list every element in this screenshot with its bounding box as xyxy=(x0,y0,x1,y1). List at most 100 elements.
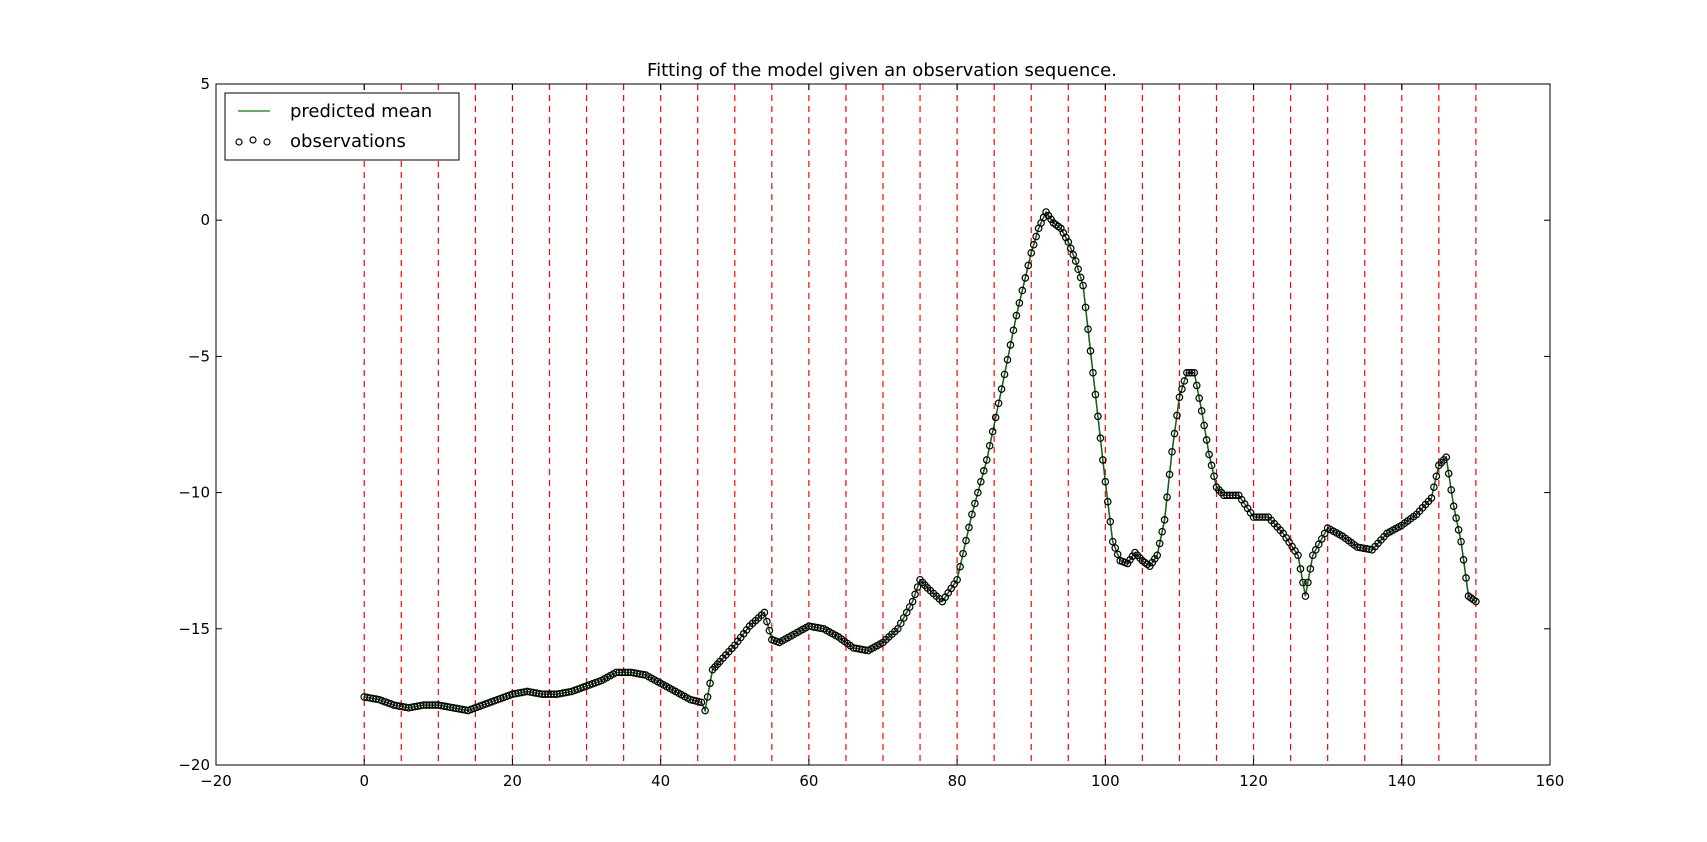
observation-point xyxy=(959,549,967,558)
observation-point xyxy=(1076,273,1085,282)
observation-point xyxy=(1452,514,1460,522)
observation-point xyxy=(1170,429,1179,438)
observation-point xyxy=(1187,368,1196,377)
observation-point xyxy=(1202,436,1211,444)
observation-point xyxy=(908,597,917,606)
observation-point xyxy=(1084,325,1092,333)
observation-point xyxy=(1173,411,1181,420)
legend-marker-swatch xyxy=(249,136,257,144)
axis-ticks xyxy=(215,83,1551,766)
observation-point xyxy=(706,679,714,688)
observation-point xyxy=(1029,240,1038,249)
observation-point xyxy=(1155,539,1164,548)
observation-point xyxy=(1427,494,1436,502)
observation-point xyxy=(1231,491,1240,500)
y-tick-label: −15 xyxy=(178,620,210,638)
observation-point xyxy=(1160,516,1169,524)
observation-point xyxy=(988,427,997,436)
observation-point xyxy=(1071,257,1080,265)
legend-label-predicted-mean: predicted mean xyxy=(290,101,432,122)
observation-point xyxy=(1158,527,1166,536)
observation-point xyxy=(1009,326,1018,335)
observation-point xyxy=(1163,493,1171,501)
observation-point xyxy=(1012,311,1021,320)
plot-frame xyxy=(215,83,1551,766)
observation-point xyxy=(1108,537,1117,546)
observation-point xyxy=(1197,407,1206,415)
observation-point xyxy=(1099,456,1107,464)
observation-point xyxy=(1003,355,1012,364)
observation-point xyxy=(991,413,1000,422)
observation-point xyxy=(974,488,982,497)
observation-point xyxy=(1205,450,1213,459)
observation-point xyxy=(997,385,1006,393)
observation-point xyxy=(911,590,919,599)
observation-point xyxy=(1444,469,1453,478)
observation-point xyxy=(953,575,961,584)
observation-point xyxy=(1462,574,1470,582)
observation-point xyxy=(1113,550,1122,559)
observation-point xyxy=(1200,421,1208,430)
observation-point xyxy=(1449,502,1458,511)
observation-point xyxy=(1185,368,1194,377)
y-tick-labels: 5 0 −5 −10 −15 −20 xyxy=(178,75,210,774)
y-tick-label: −5 xyxy=(188,347,210,365)
y-tick-label: −20 xyxy=(178,756,210,774)
observation-point xyxy=(1064,238,1073,246)
observation-point xyxy=(1306,565,1315,573)
observation-point xyxy=(1018,286,1027,295)
observation-point xyxy=(965,523,973,532)
observation-point xyxy=(1165,470,1174,479)
observation-point xyxy=(1207,461,1216,470)
observation-point xyxy=(979,467,988,475)
observation-point xyxy=(1027,249,1036,257)
legend-marker-swatch xyxy=(235,138,243,146)
observation-point xyxy=(1021,274,1030,282)
observation-point xyxy=(1024,261,1033,270)
observation-point xyxy=(985,441,994,450)
x-tick-label: 100 xyxy=(1091,772,1120,790)
observation-point xyxy=(1094,412,1102,421)
x-tick-label: 80 xyxy=(948,772,967,790)
observation-point xyxy=(913,583,922,591)
observation-point xyxy=(956,562,964,571)
observation-point xyxy=(1096,434,1105,442)
legend: predicted mean observations xyxy=(224,92,460,161)
observation-point xyxy=(1111,544,1120,552)
observation-point xyxy=(765,626,774,635)
observation-point xyxy=(977,477,985,486)
observation-point xyxy=(1106,517,1115,526)
y-tick-label: −10 xyxy=(178,484,210,502)
x-tick-label: −20 xyxy=(200,772,232,790)
observation-point xyxy=(1153,551,1162,560)
observation-point xyxy=(1192,381,1201,390)
observation-point xyxy=(1304,578,1312,587)
observation-point xyxy=(1066,244,1075,253)
observation-point xyxy=(1015,299,1024,307)
x-tick-label: 140 xyxy=(1387,772,1416,790)
observation-point xyxy=(1457,537,1465,546)
observation-point xyxy=(1365,545,1373,554)
observation-point xyxy=(1074,265,1082,274)
observation-point xyxy=(1454,526,1463,534)
observation-point xyxy=(1089,368,1097,377)
x-tick-label: 0 xyxy=(359,772,369,790)
legend-label-observations: observations xyxy=(290,131,406,152)
observation-point xyxy=(1175,393,1184,402)
observation-point xyxy=(1168,447,1176,456)
observation-point xyxy=(697,698,706,707)
observation-point xyxy=(1081,303,1090,312)
x-tick-label: 60 xyxy=(799,772,818,790)
legend-marker-swatch xyxy=(263,138,271,146)
observation-point xyxy=(1032,232,1040,241)
observation-point xyxy=(1296,565,1305,573)
legend-box xyxy=(224,92,460,161)
observation-point xyxy=(1091,390,1100,399)
observation-point xyxy=(971,499,979,508)
observation-point xyxy=(1301,592,1310,600)
chart-title: Fitting of the model given an observatio… xyxy=(647,60,1117,81)
observation-point xyxy=(1195,394,1204,402)
observation-point xyxy=(1079,281,1087,290)
observation-point xyxy=(982,456,991,464)
observation-point xyxy=(1006,341,1015,349)
